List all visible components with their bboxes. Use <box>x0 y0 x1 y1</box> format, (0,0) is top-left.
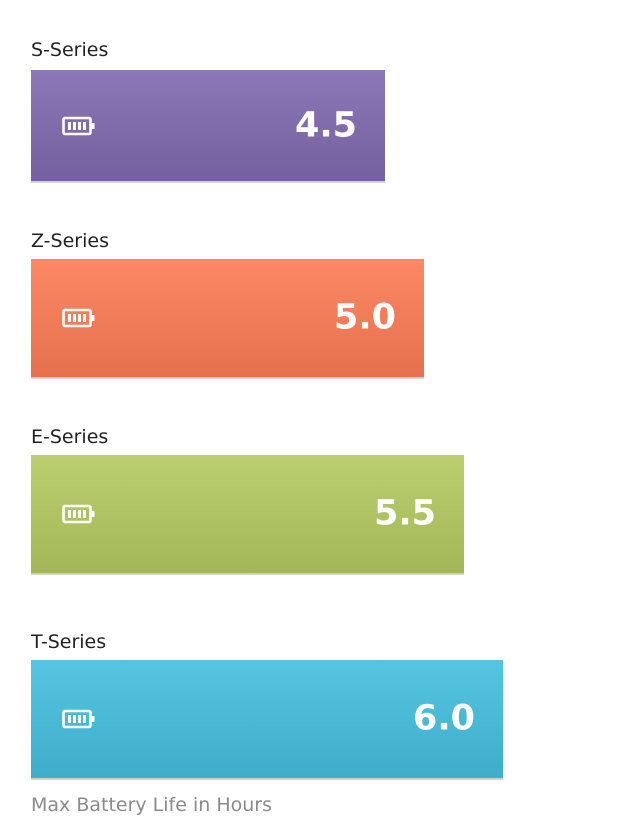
category-label-e-series: E-Series <box>31 426 109 448</box>
value-label-e-series: 5.5 <box>373 493 436 534</box>
battery-icon <box>62 116 95 135</box>
battery-icon <box>62 308 95 328</box>
category-label-s-series: S-Series <box>31 39 109 61</box>
category-label-z-series: Z-Series <box>31 230 109 252</box>
battery-icon <box>62 709 95 729</box>
bar-s-series: 4.5 <box>31 70 385 181</box>
bar-t-series: 6.0 <box>31 660 503 778</box>
battery-icon <box>62 504 95 524</box>
chart-caption: Max Battery Life in Hours <box>31 794 272 816</box>
bar-z-series: 5.0 <box>31 259 424 377</box>
value-label-z-series: 5.0 <box>333 297 396 338</box>
value-label-t-series: 6.0 <box>412 698 475 739</box>
category-label-t-series: T-Series <box>31 631 107 653</box>
bar-e-series: 5.5 <box>31 455 464 573</box>
value-label-s-series: 4.5 <box>294 105 357 145</box>
